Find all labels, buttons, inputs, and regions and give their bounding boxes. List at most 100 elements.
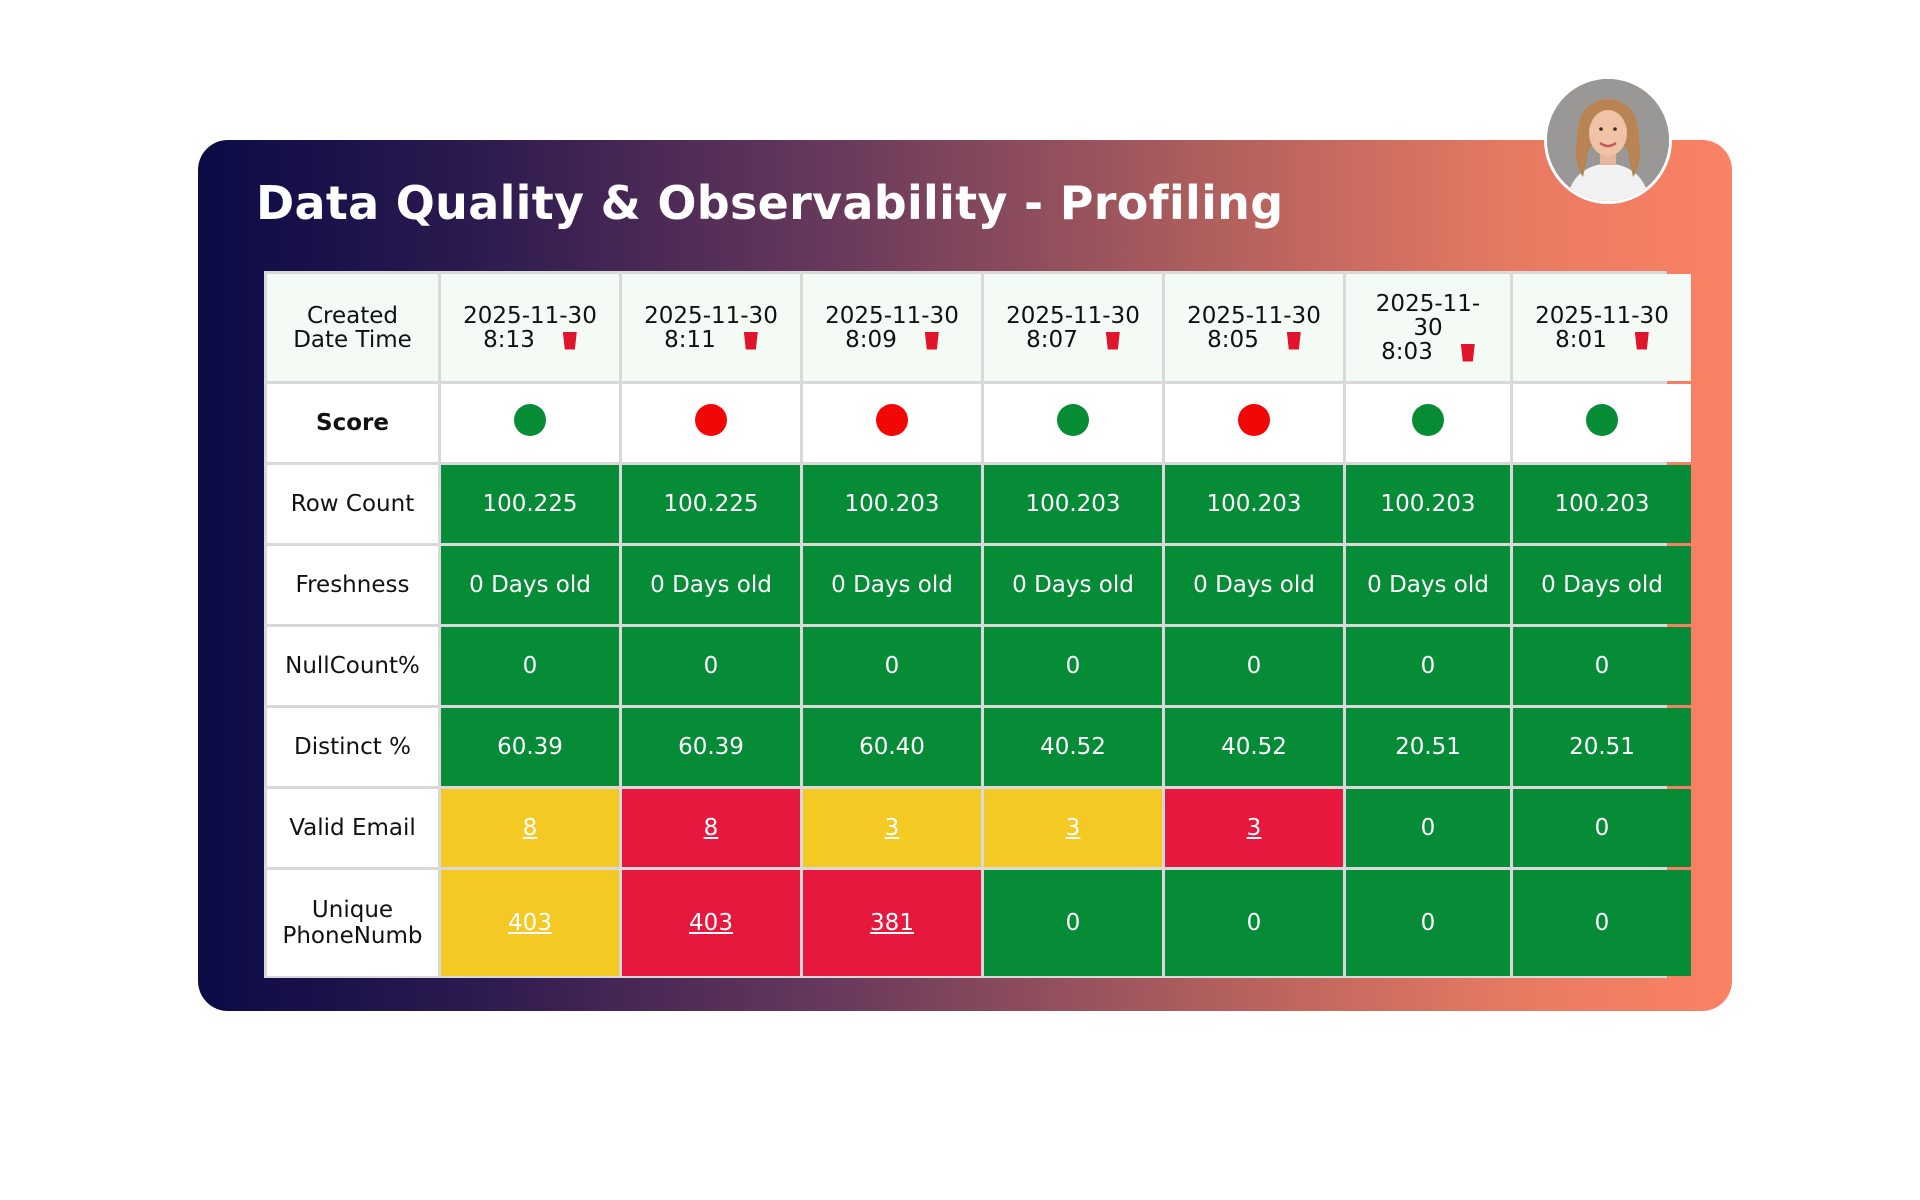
profiling-table: Created Date Time 2025-11-30 8:13 2025-11…: [264, 271, 1694, 979]
user-avatar[interactable]: [1544, 76, 1672, 204]
row-label-row-count: Row Count: [267, 465, 438, 543]
trash-icon[interactable]: [1634, 331, 1649, 350]
row-label-score: Score: [267, 384, 438, 462]
unique-phone-link[interactable]: 381: [870, 910, 914, 936]
unique-phone-link[interactable]: 403: [689, 910, 733, 936]
header-label-line2: Date Time: [293, 326, 412, 353]
valid-email-cell: 3: [984, 789, 1162, 867]
header-col-7: 2025-11-30 8:01: [1513, 274, 1691, 381]
freshness-cell: 0 Days old: [984, 546, 1162, 624]
header-col-4: 2025-11-30 8:07: [984, 274, 1162, 381]
header-time: 8:13: [483, 326, 535, 353]
nullcount-cell: 0: [622, 627, 800, 705]
header-date: 2025-11-30: [1535, 302, 1669, 329]
distinct-cell: 60.40: [803, 708, 981, 786]
unique-phone-cell: 403: [622, 870, 800, 976]
score-cell: [441, 384, 619, 462]
header-col-1: 2025-11-30 8:13: [441, 274, 619, 381]
score-row: Score: [267, 384, 1691, 462]
nullcount-cell: 0: [803, 627, 981, 705]
freshness-row: Freshness 0 Days old 0 Days old 0 Days o…: [267, 546, 1691, 624]
score-cell: [1165, 384, 1343, 462]
header-label-line1: Created: [306, 302, 399, 329]
trash-icon[interactable]: [1460, 343, 1475, 362]
row-count-cell: 100.203: [803, 465, 981, 543]
valid-email-link[interactable]: 3: [1065, 815, 1081, 841]
header-date: 2025-11-30: [644, 302, 778, 329]
trash-icon[interactable]: [1286, 331, 1301, 350]
distinct-cell: 40.52: [1165, 708, 1343, 786]
trash-icon[interactable]: [924, 331, 939, 350]
header-label-cell: Created Date Time: [267, 274, 438, 381]
freshness-cell: 0 Days old: [1165, 546, 1343, 624]
row-label-valid-email: Valid Email: [267, 789, 438, 867]
unique-phone-cell: 0: [1346, 870, 1510, 976]
valid-email-cell: 8: [441, 789, 619, 867]
unique-phone-link[interactable]: 403: [508, 910, 552, 936]
score-cell: [803, 384, 981, 462]
row-count-cell: 100.203: [1513, 465, 1691, 543]
valid-email-cell: 0: [1346, 789, 1510, 867]
distinct-cell: 60.39: [441, 708, 619, 786]
score-indicator: [1238, 404, 1270, 436]
valid-email-row: Valid Email 8 8 3 3 3 0 0: [267, 789, 1691, 867]
freshness-cell: 0 Days old: [622, 546, 800, 624]
nullcount-cell: 0: [441, 627, 619, 705]
page-title: Data Quality & Observability - Profiling: [256, 176, 1284, 230]
header-time: 8:07: [1026, 326, 1078, 353]
distinct-row: Distinct % 60.39 60.39 60.40 40.52 40.52…: [267, 708, 1691, 786]
row-label-line1: Unique: [311, 897, 394, 923]
score-indicator: [514, 404, 546, 436]
header-time: 8:11: [664, 326, 716, 353]
valid-email-link[interactable]: 3: [1246, 815, 1262, 841]
row-count-cell: 100.203: [984, 465, 1162, 543]
row-label-distinct: Distinct %: [267, 708, 438, 786]
nullcount-cell: 0: [1165, 627, 1343, 705]
valid-email-link[interactable]: 8: [522, 815, 538, 841]
distinct-cell: 40.52: [984, 708, 1162, 786]
freshness-cell: 0 Days old: [1346, 546, 1510, 624]
valid-email-link[interactable]: 3: [884, 815, 900, 841]
trash-icon[interactable]: [562, 331, 577, 350]
header-col-6: 2025-11- 30 8:03: [1346, 274, 1510, 381]
header-date: 2025-11-30: [1006, 302, 1140, 329]
header-date: 30: [1413, 314, 1443, 341]
row-count-cell: 100.203: [1165, 465, 1343, 543]
row-count-cell: 100.203: [1346, 465, 1510, 543]
unique-phone-cell: 403: [441, 870, 619, 976]
valid-email-cell: 3: [1165, 789, 1343, 867]
header-time: 8:09: [845, 326, 897, 353]
row-label-unique-phone: Unique PhoneNumb: [267, 870, 438, 976]
header-col-3: 2025-11-30 8:09: [803, 274, 981, 381]
nullcount-cell: 0: [1513, 627, 1691, 705]
score-indicator: [695, 404, 727, 436]
score-indicator: [1586, 404, 1618, 436]
header-col-2: 2025-11-30 8:11: [622, 274, 800, 381]
row-count-cell: 100.225: [622, 465, 800, 543]
header-time: 8:03: [1381, 338, 1433, 365]
freshness-cell: 0 Days old: [1513, 546, 1691, 624]
unique-phone-cell: 381: [803, 870, 981, 976]
distinct-cell: 20.51: [1346, 708, 1510, 786]
score-cell: [622, 384, 800, 462]
header-col-5: 2025-11-30 8:05: [1165, 274, 1343, 381]
row-label-nullcount: NullCount%: [267, 627, 438, 705]
trash-icon[interactable]: [743, 331, 758, 350]
unique-phone-cell: 0: [984, 870, 1162, 976]
valid-email-link[interactable]: 8: [703, 815, 719, 841]
row-label-freshness: Freshness: [267, 546, 438, 624]
valid-email-cell: 0: [1513, 789, 1691, 867]
freshness-cell: 0 Days old: [803, 546, 981, 624]
score-indicator: [1412, 404, 1444, 436]
unique-phone-row: Unique PhoneNumb 403 403 381 0 0 0 0: [267, 870, 1691, 976]
header-date: 2025-11-30: [825, 302, 959, 329]
avatar-portrait: [1547, 79, 1669, 201]
row-count-cell: 100.225: [441, 465, 619, 543]
header-date: 2025-11-: [1375, 290, 1481, 317]
nullcount-cell: 0: [984, 627, 1162, 705]
score-cell: [984, 384, 1162, 462]
trash-icon[interactable]: [1105, 331, 1120, 350]
score-indicator: [876, 404, 908, 436]
row-count-row: Row Count 100.225 100.225 100.203 100.20…: [267, 465, 1691, 543]
row-label-line2: PhoneNumb: [282, 923, 423, 949]
